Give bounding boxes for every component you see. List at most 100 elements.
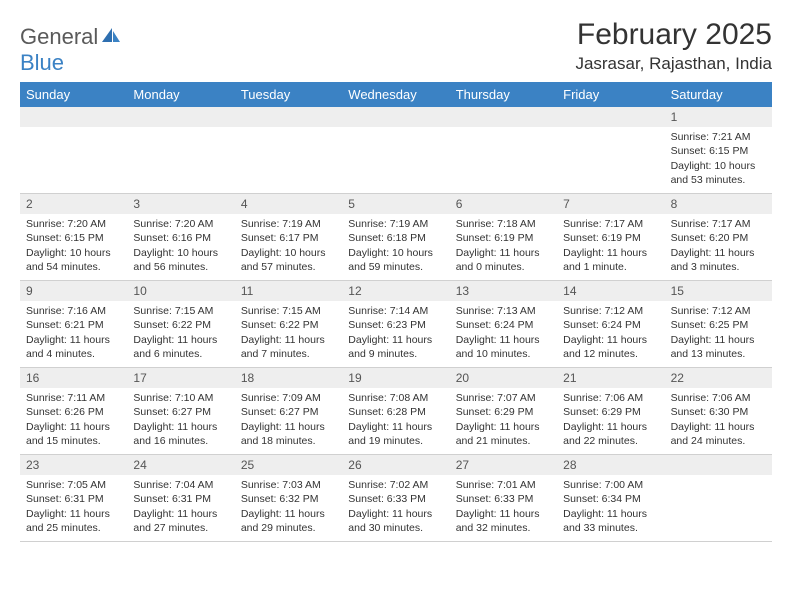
daylight-text: Daylight: 11 hours and 30 minutes. [348,507,443,535]
day-cell: 21Sunrise: 7:06 AMSunset: 6:29 PMDayligh… [557,368,664,454]
sunset-text: Sunset: 6:33 PM [456,492,551,506]
day-cell [342,107,449,193]
daylight-text: Daylight: 11 hours and 0 minutes. [456,246,551,274]
day-number: 21 [557,368,664,388]
week-row: 1Sunrise: 7:21 AMSunset: 6:15 PMDaylight… [20,107,772,194]
sunset-text: Sunset: 6:22 PM [133,318,228,332]
sunset-text: Sunset: 6:31 PM [133,492,228,506]
sunset-text: Sunset: 6:33 PM [348,492,443,506]
sunrise-text: Sunrise: 7:02 AM [348,478,443,492]
day-content: Sunrise: 7:14 AMSunset: 6:23 PMDaylight:… [342,301,449,365]
day-cell [127,107,234,193]
day-content: Sunrise: 7:11 AMSunset: 6:26 PMDaylight:… [20,388,127,452]
sunset-text: Sunset: 6:15 PM [26,231,121,245]
sunrise-text: Sunrise: 7:07 AM [456,391,551,405]
day-number: 9 [20,281,127,301]
day-content: Sunrise: 7:17 AMSunset: 6:19 PMDaylight:… [557,214,664,278]
day-cell [20,107,127,193]
day-number: 6 [450,194,557,214]
day-cell: 6Sunrise: 7:18 AMSunset: 6:19 PMDaylight… [450,194,557,280]
day-number: 3 [127,194,234,214]
daylight-text: Daylight: 11 hours and 13 minutes. [671,333,766,361]
sunrise-text: Sunrise: 7:11 AM [26,391,121,405]
day-cell: 11Sunrise: 7:15 AMSunset: 6:22 PMDayligh… [235,281,342,367]
sunrise-text: Sunrise: 7:21 AM [671,130,766,144]
day-cell: 23Sunrise: 7:05 AMSunset: 6:31 PMDayligh… [20,455,127,541]
day-number-empty [20,107,127,127]
daylight-text: Daylight: 11 hours and 10 minutes. [456,333,551,361]
day-number: 22 [665,368,772,388]
day-cell: 17Sunrise: 7:10 AMSunset: 6:27 PMDayligh… [127,368,234,454]
sunset-text: Sunset: 6:30 PM [671,405,766,419]
sunset-text: Sunset: 6:26 PM [26,405,121,419]
day-cell: 16Sunrise: 7:11 AMSunset: 6:26 PMDayligh… [20,368,127,454]
day-number: 17 [127,368,234,388]
day-number: 16 [20,368,127,388]
daylight-text: Daylight: 11 hours and 15 minutes. [26,420,121,448]
day-content: Sunrise: 7:10 AMSunset: 6:27 PMDaylight:… [127,388,234,452]
day-number: 19 [342,368,449,388]
day-cell: 15Sunrise: 7:12 AMSunset: 6:25 PMDayligh… [665,281,772,367]
daylight-text: Daylight: 11 hours and 27 minutes. [133,507,228,535]
sunset-text: Sunset: 6:28 PM [348,405,443,419]
day-content: Sunrise: 7:04 AMSunset: 6:31 PMDaylight:… [127,475,234,539]
daylight-text: Daylight: 10 hours and 54 minutes. [26,246,121,274]
day-content: Sunrise: 7:03 AMSunset: 6:32 PMDaylight:… [235,475,342,539]
logo-word-general: General [20,24,98,49]
sunset-text: Sunset: 6:32 PM [241,492,336,506]
sunset-text: Sunset: 6:31 PM [26,492,121,506]
day-number: 1 [665,107,772,127]
day-cell: 26Sunrise: 7:02 AMSunset: 6:33 PMDayligh… [342,455,449,541]
sunrise-text: Sunrise: 7:08 AM [348,391,443,405]
sunset-text: Sunset: 6:27 PM [241,405,336,419]
day-number: 25 [235,455,342,475]
sunset-text: Sunset: 6:24 PM [563,318,658,332]
week-row: 9Sunrise: 7:16 AMSunset: 6:21 PMDaylight… [20,281,772,368]
day-cell: 3Sunrise: 7:20 AMSunset: 6:16 PMDaylight… [127,194,234,280]
calendar-grid: Sunday Monday Tuesday Wednesday Thursday… [20,82,772,542]
day-cell: 10Sunrise: 7:15 AMSunset: 6:22 PMDayligh… [127,281,234,367]
weekday-header: Saturday [665,82,772,107]
sunset-text: Sunset: 6:27 PM [133,405,228,419]
sunrise-text: Sunrise: 7:15 AM [241,304,336,318]
weeks-container: 1Sunrise: 7:21 AMSunset: 6:15 PMDaylight… [20,107,772,542]
day-cell: 14Sunrise: 7:12 AMSunset: 6:24 PMDayligh… [557,281,664,367]
sunrise-text: Sunrise: 7:17 AM [671,217,766,231]
week-row: 23Sunrise: 7:05 AMSunset: 6:31 PMDayligh… [20,455,772,542]
day-number: 10 [127,281,234,301]
day-number: 20 [450,368,557,388]
sunset-text: Sunset: 6:15 PM [671,144,766,158]
day-content: Sunrise: 7:21 AMSunset: 6:15 PMDaylight:… [665,127,772,191]
day-number: 24 [127,455,234,475]
day-cell: 22Sunrise: 7:06 AMSunset: 6:30 PMDayligh… [665,368,772,454]
weekday-header: Thursday [450,82,557,107]
sunrise-text: Sunrise: 7:06 AM [671,391,766,405]
sunrise-text: Sunrise: 7:16 AM [26,304,121,318]
day-number-empty [235,107,342,127]
day-content: Sunrise: 7:12 AMSunset: 6:25 PMDaylight:… [665,301,772,365]
day-number: 8 [665,194,772,214]
sunset-text: Sunset: 6:29 PM [563,405,658,419]
daylight-text: Daylight: 11 hours and 22 minutes. [563,420,658,448]
weekday-header: Sunday [20,82,127,107]
day-number-empty [450,107,557,127]
sunset-text: Sunset: 6:19 PM [563,231,658,245]
sunrise-text: Sunrise: 7:00 AM [563,478,658,492]
daylight-text: Daylight: 11 hours and 4 minutes. [26,333,121,361]
sunset-text: Sunset: 6:20 PM [671,231,766,245]
day-number: 13 [450,281,557,301]
sunset-text: Sunset: 6:24 PM [456,318,551,332]
daylight-text: Daylight: 11 hours and 21 minutes. [456,420,551,448]
day-number: 28 [557,455,664,475]
day-content: Sunrise: 7:07 AMSunset: 6:29 PMDaylight:… [450,388,557,452]
day-content: Sunrise: 7:02 AMSunset: 6:33 PMDaylight:… [342,475,449,539]
sunrise-text: Sunrise: 7:18 AM [456,217,551,231]
day-content: Sunrise: 7:13 AMSunset: 6:24 PMDaylight:… [450,301,557,365]
day-number: 26 [342,455,449,475]
day-cell: 1Sunrise: 7:21 AMSunset: 6:15 PMDaylight… [665,107,772,193]
sunrise-text: Sunrise: 7:13 AM [456,304,551,318]
logo-word-blue: Blue [20,50,64,75]
daylight-text: Daylight: 11 hours and 7 minutes. [241,333,336,361]
sunrise-text: Sunrise: 7:20 AM [26,217,121,231]
daylight-text: Daylight: 11 hours and 19 minutes. [348,420,443,448]
